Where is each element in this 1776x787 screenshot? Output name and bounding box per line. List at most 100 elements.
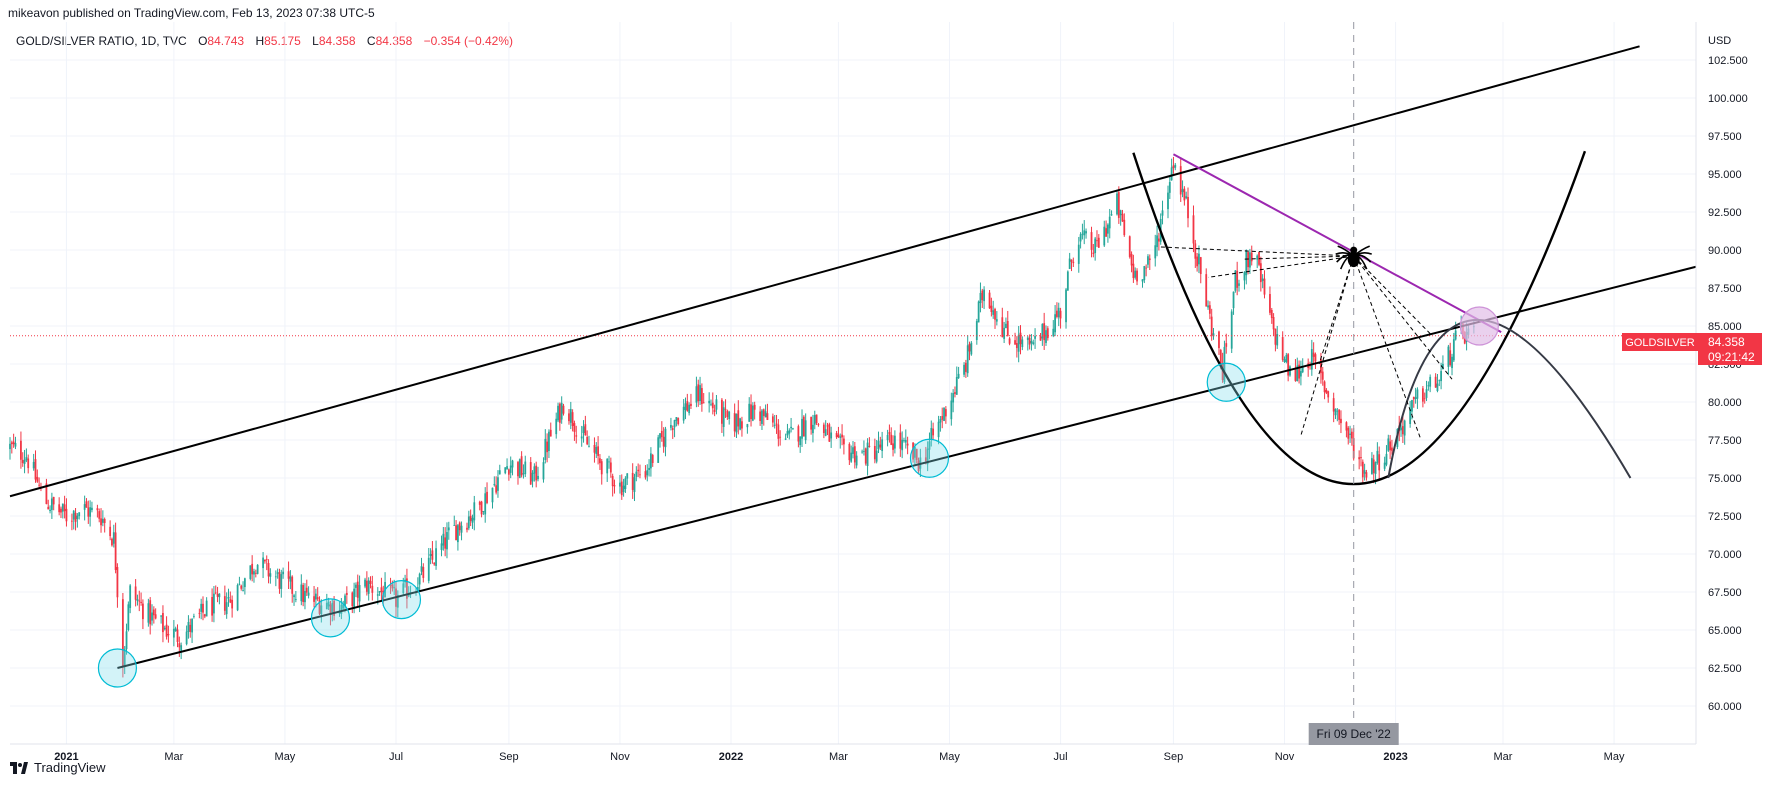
candle-body <box>497 477 499 491</box>
candle-body <box>467 516 470 529</box>
candle-body <box>114 532 117 570</box>
candle-body <box>775 423 778 425</box>
candle-body <box>1207 305 1209 308</box>
candle-body <box>236 585 239 611</box>
candle-body <box>101 518 104 523</box>
candle-body <box>1323 381 1326 393</box>
candle-body <box>750 404 752 420</box>
candle-body <box>637 469 640 472</box>
purple-trend-line[interactable] <box>1172 153 1502 333</box>
candle-body <box>1194 243 1197 259</box>
candle-body <box>861 451 864 453</box>
candle-body <box>852 447 854 454</box>
candle-body <box>320 605 323 615</box>
symbol-tag-text: GOLDSILVER <box>1625 337 1695 349</box>
spider-head <box>1350 246 1358 254</box>
legend-symbol[interactable]: GOLD/SILVER RATIO, 1D, TVC <box>16 34 187 48</box>
upper-channel-line[interactable] <box>9 45 1640 498</box>
large-bowl-curve[interactable] <box>1132 150 1587 485</box>
candle-body <box>1205 274 1208 307</box>
candle-body <box>994 308 996 320</box>
touch-circle[interactable] <box>310 598 351 638</box>
x-tick-labels[interactable]: 2021 Mar May Jul Sep Nov 2022 Mar May Jul Sep Nov 20… <box>54 751 1625 763</box>
candle-body <box>975 321 978 341</box>
candle-body <box>633 477 636 492</box>
candle-body <box>609 462 612 473</box>
web-strand <box>1207 255 1354 278</box>
candle-body <box>593 444 596 453</box>
candle-body <box>280 574 283 589</box>
lower-channel-line[interactable] <box>117 265 1697 669</box>
candle-body <box>447 527 450 531</box>
candle-body <box>518 459 521 478</box>
candle-body <box>1006 321 1009 336</box>
candle-body <box>673 420 676 428</box>
touch-circle[interactable] <box>381 579 422 620</box>
candle-body <box>256 564 259 574</box>
x-tick-label: Mar <box>829 751 848 763</box>
candle-body <box>710 403 712 405</box>
candle-body <box>901 439 904 451</box>
candle-body <box>307 592 310 596</box>
candle-body <box>473 502 476 521</box>
candle-body <box>868 445 871 447</box>
candle-body <box>888 432 891 435</box>
candle-body <box>318 600 321 614</box>
touch-circle[interactable] <box>1206 362 1246 402</box>
candle-body <box>455 525 457 541</box>
candle-body <box>1325 389 1328 394</box>
candle-body <box>631 472 634 490</box>
candle-body <box>1363 470 1366 474</box>
candle-body <box>548 431 550 452</box>
candle-body <box>176 629 179 642</box>
candle-body <box>595 446 598 455</box>
candle-body <box>812 424 814 434</box>
touch-circle[interactable] <box>909 438 950 478</box>
candle-body <box>1083 230 1086 236</box>
candle-body <box>342 604 345 609</box>
candle-body <box>1230 311 1233 349</box>
candle-body <box>644 471 647 478</box>
candle-body <box>71 520 73 522</box>
candle-body <box>418 573 421 585</box>
candle-body <box>926 448 929 465</box>
candle-body <box>622 485 625 493</box>
candle-body <box>264 559 266 562</box>
candle-body <box>23 459 26 464</box>
candle-body <box>351 592 354 606</box>
candle-body <box>533 466 536 474</box>
web-strand <box>1353 255 1422 441</box>
candle-body <box>1312 352 1315 357</box>
intersection-circle[interactable] <box>1459 306 1499 346</box>
candle-body <box>1243 272 1246 281</box>
candle-body <box>588 445 590 447</box>
candle-body <box>899 432 902 449</box>
candle-body <box>737 410 740 427</box>
candle-body <box>1052 328 1055 336</box>
candle-body <box>14 442 17 447</box>
candle-body <box>1310 349 1313 370</box>
candle-body <box>294 598 297 600</box>
candle-body <box>562 405 565 414</box>
x-tick-label: May <box>939 751 960 763</box>
candle-body <box>329 604 332 615</box>
touch-circle[interactable] <box>97 648 138 688</box>
candle-body <box>777 424 780 439</box>
candle-body <box>877 440 880 450</box>
candle-body <box>1247 252 1249 268</box>
candle-body <box>316 597 319 600</box>
footer-brand[interactable]: TradingView <box>34 760 106 775</box>
candle-body <box>1350 431 1353 439</box>
candle-body <box>1210 316 1213 336</box>
candle-body <box>1219 350 1222 366</box>
candle-body <box>1148 258 1151 261</box>
published-line: mikeavon published on TradingView.com, F… <box>8 6 375 20</box>
candle-body <box>1269 294 1271 313</box>
candle-body <box>924 457 927 461</box>
candle-body <box>1199 257 1202 274</box>
candle-body <box>152 609 155 616</box>
candle-body <box>191 618 193 633</box>
candle-body <box>761 410 763 424</box>
candle-body <box>1332 398 1335 412</box>
